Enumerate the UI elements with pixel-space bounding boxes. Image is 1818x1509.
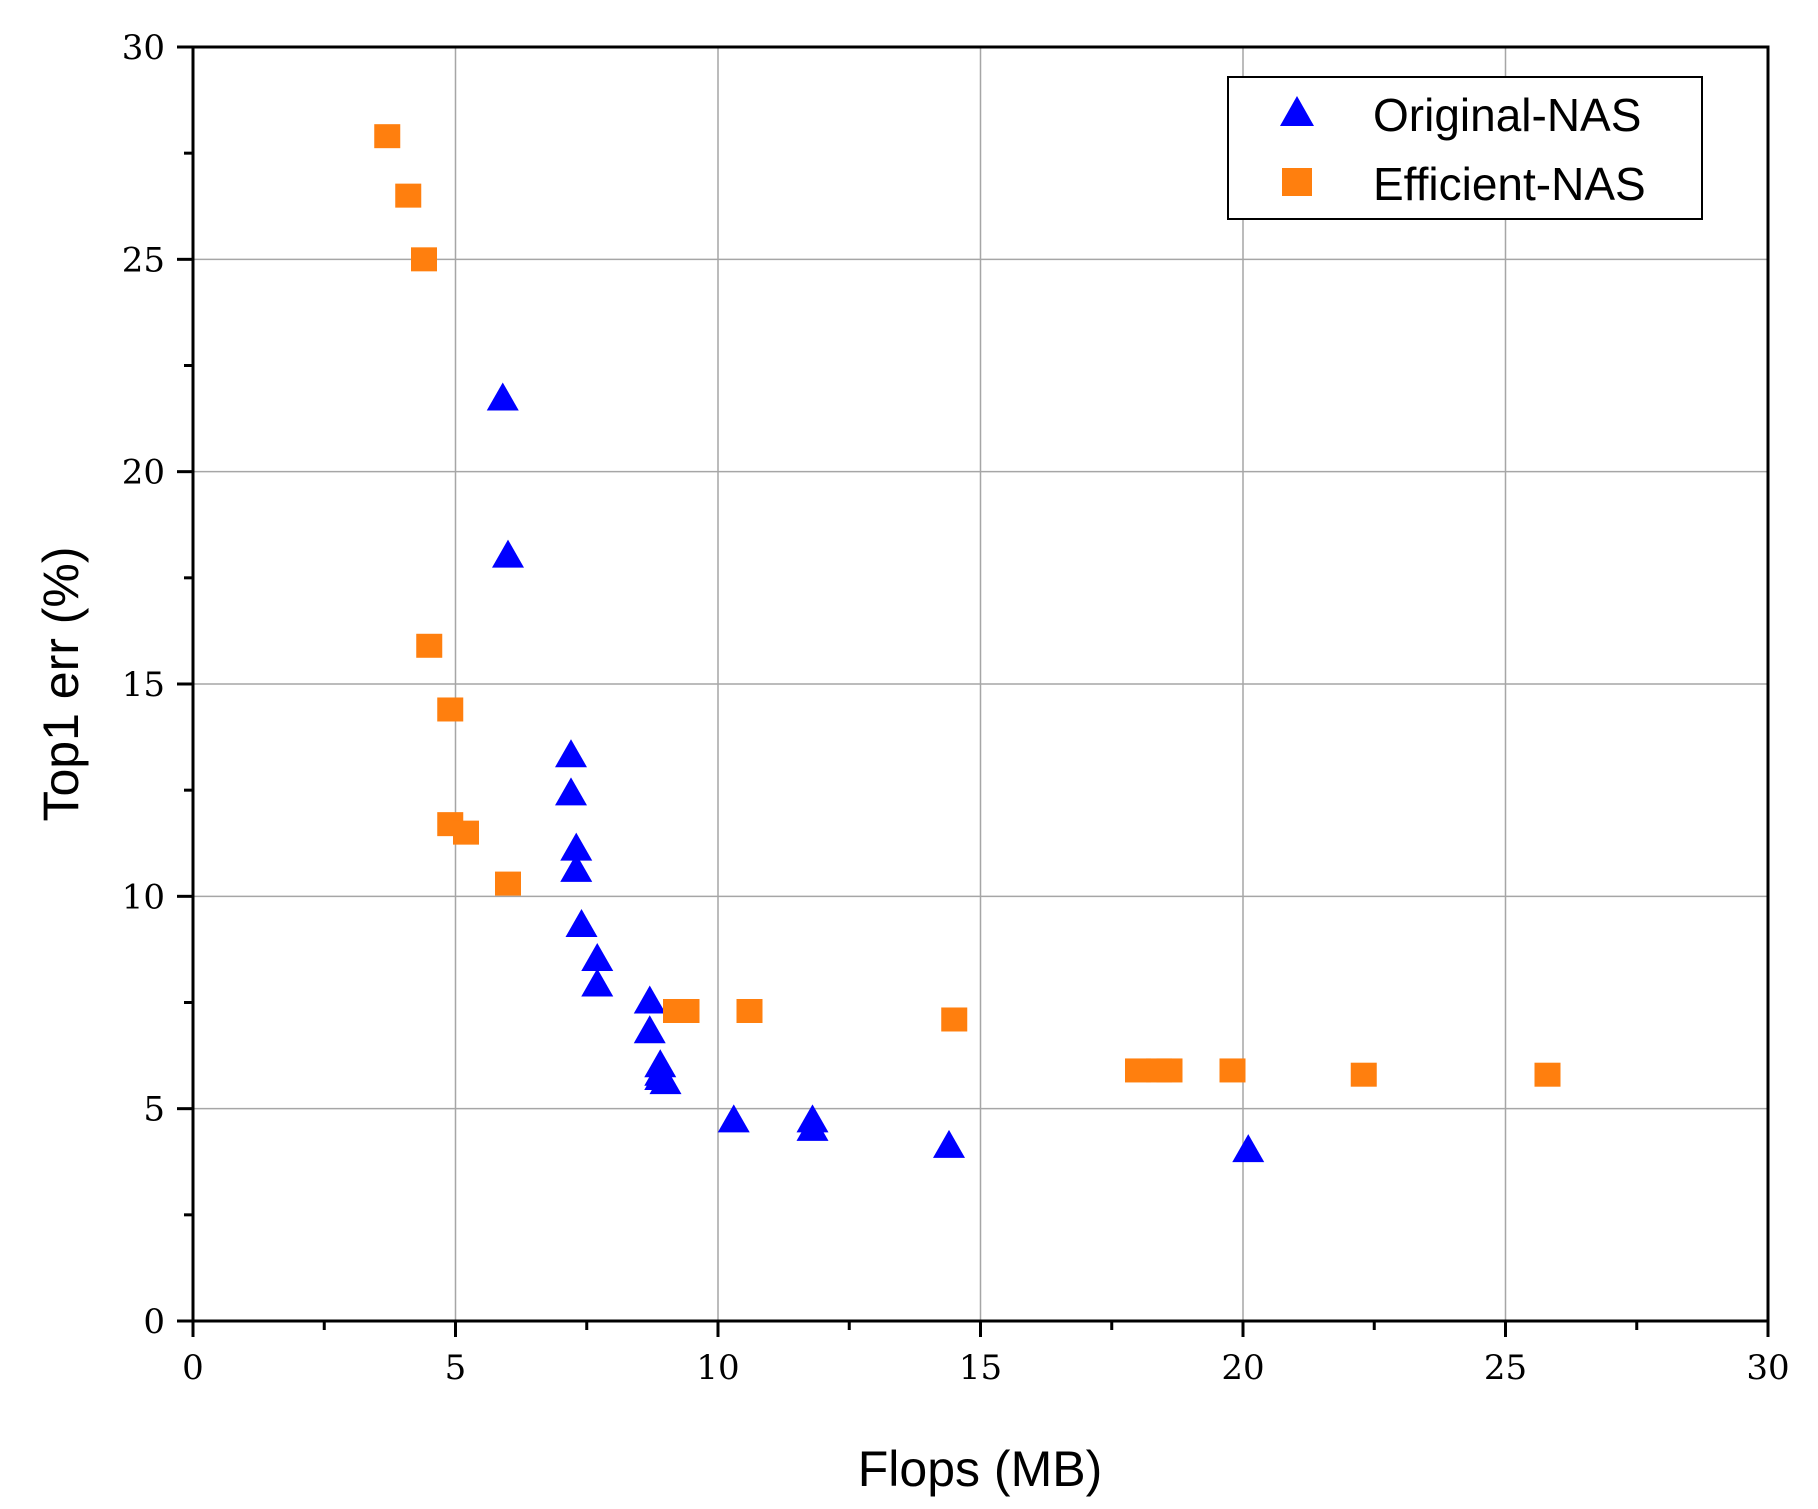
original-nas-point bbox=[633, 1015, 666, 1044]
original-nas-point bbox=[565, 909, 598, 938]
original-nas-point bbox=[717, 1104, 750, 1133]
legend-label-original-nas: Original-NAS bbox=[1373, 89, 1641, 141]
x-axis-title: Flops (MB) bbox=[858, 1441, 1102, 1497]
y-axis-title: Top1 err (%) bbox=[33, 546, 89, 821]
data-points bbox=[374, 124, 1561, 1163]
y-tick-label: 5 bbox=[143, 1090, 165, 1130]
legend-label-efficient-nas: Efficient-NAS bbox=[1373, 158, 1646, 210]
original-nas-point bbox=[581, 943, 614, 972]
efficient-nas-point bbox=[1534, 1062, 1561, 1087]
x-tick-label: 0 bbox=[182, 1348, 204, 1388]
efficient-nas-point bbox=[495, 871, 521, 896]
x-tick-label: 30 bbox=[1746, 1348, 1789, 1388]
original-nas-point bbox=[486, 382, 519, 411]
efficient-nas-point bbox=[411, 247, 437, 272]
y-tick-label: 20 bbox=[122, 453, 165, 493]
legend: Original-NAS Efficient-NAS bbox=[1227, 76, 1703, 220]
original-nas-point bbox=[492, 539, 524, 568]
y-tick-label: 0 bbox=[143, 1302, 165, 1342]
efficient-nas-point bbox=[453, 820, 479, 845]
legend-square-icon bbox=[1282, 168, 1312, 196]
y-tick-label: 30 bbox=[122, 28, 165, 68]
grid-lines bbox=[193, 47, 1768, 1321]
y-tick-label: 15 bbox=[122, 665, 165, 705]
axis-ticks bbox=[177, 45, 1770, 1337]
x-tick-label: 5 bbox=[445, 1348, 467, 1388]
efficient-nas-point bbox=[1156, 1058, 1183, 1083]
original-nas-point bbox=[555, 739, 587, 768]
efficient-nas-point bbox=[374, 124, 401, 149]
x-tick-label: 25 bbox=[1484, 1348, 1527, 1388]
y-tick-label: 25 bbox=[122, 240, 165, 280]
original-nas-point bbox=[581, 968, 614, 997]
x-tick-label: 20 bbox=[1221, 1348, 1264, 1388]
original-nas-point bbox=[560, 832, 593, 861]
efficient-nas-point bbox=[1219, 1058, 1246, 1083]
efficient-nas-point bbox=[673, 998, 700, 1023]
efficient-nas-point bbox=[437, 697, 464, 722]
original-nas-point bbox=[796, 1112, 829, 1141]
efficient-nas-point bbox=[395, 183, 422, 208]
original-nas-point bbox=[633, 985, 666, 1014]
x-tick-label: 10 bbox=[696, 1348, 739, 1388]
tick-labels: 0 5 10 15 20 25 30 0 5 10 15 20 25 30 bbox=[122, 28, 1790, 1388]
original-nas-point bbox=[560, 853, 593, 882]
efficient-nas-point bbox=[736, 998, 763, 1023]
x-tick-label: 15 bbox=[959, 1348, 1002, 1388]
original-nas-point bbox=[649, 1066, 682, 1095]
legend-triangle-icon bbox=[1280, 96, 1314, 126]
efficient-nas-point bbox=[1350, 1062, 1377, 1087]
y-tick-label: 10 bbox=[122, 877, 165, 917]
efficient-nas-point bbox=[416, 633, 443, 658]
original-nas-point bbox=[1232, 1134, 1265, 1163]
original-nas-point bbox=[933, 1129, 965, 1158]
efficient-nas-point bbox=[941, 1007, 968, 1032]
original-nas-point bbox=[555, 777, 587, 806]
